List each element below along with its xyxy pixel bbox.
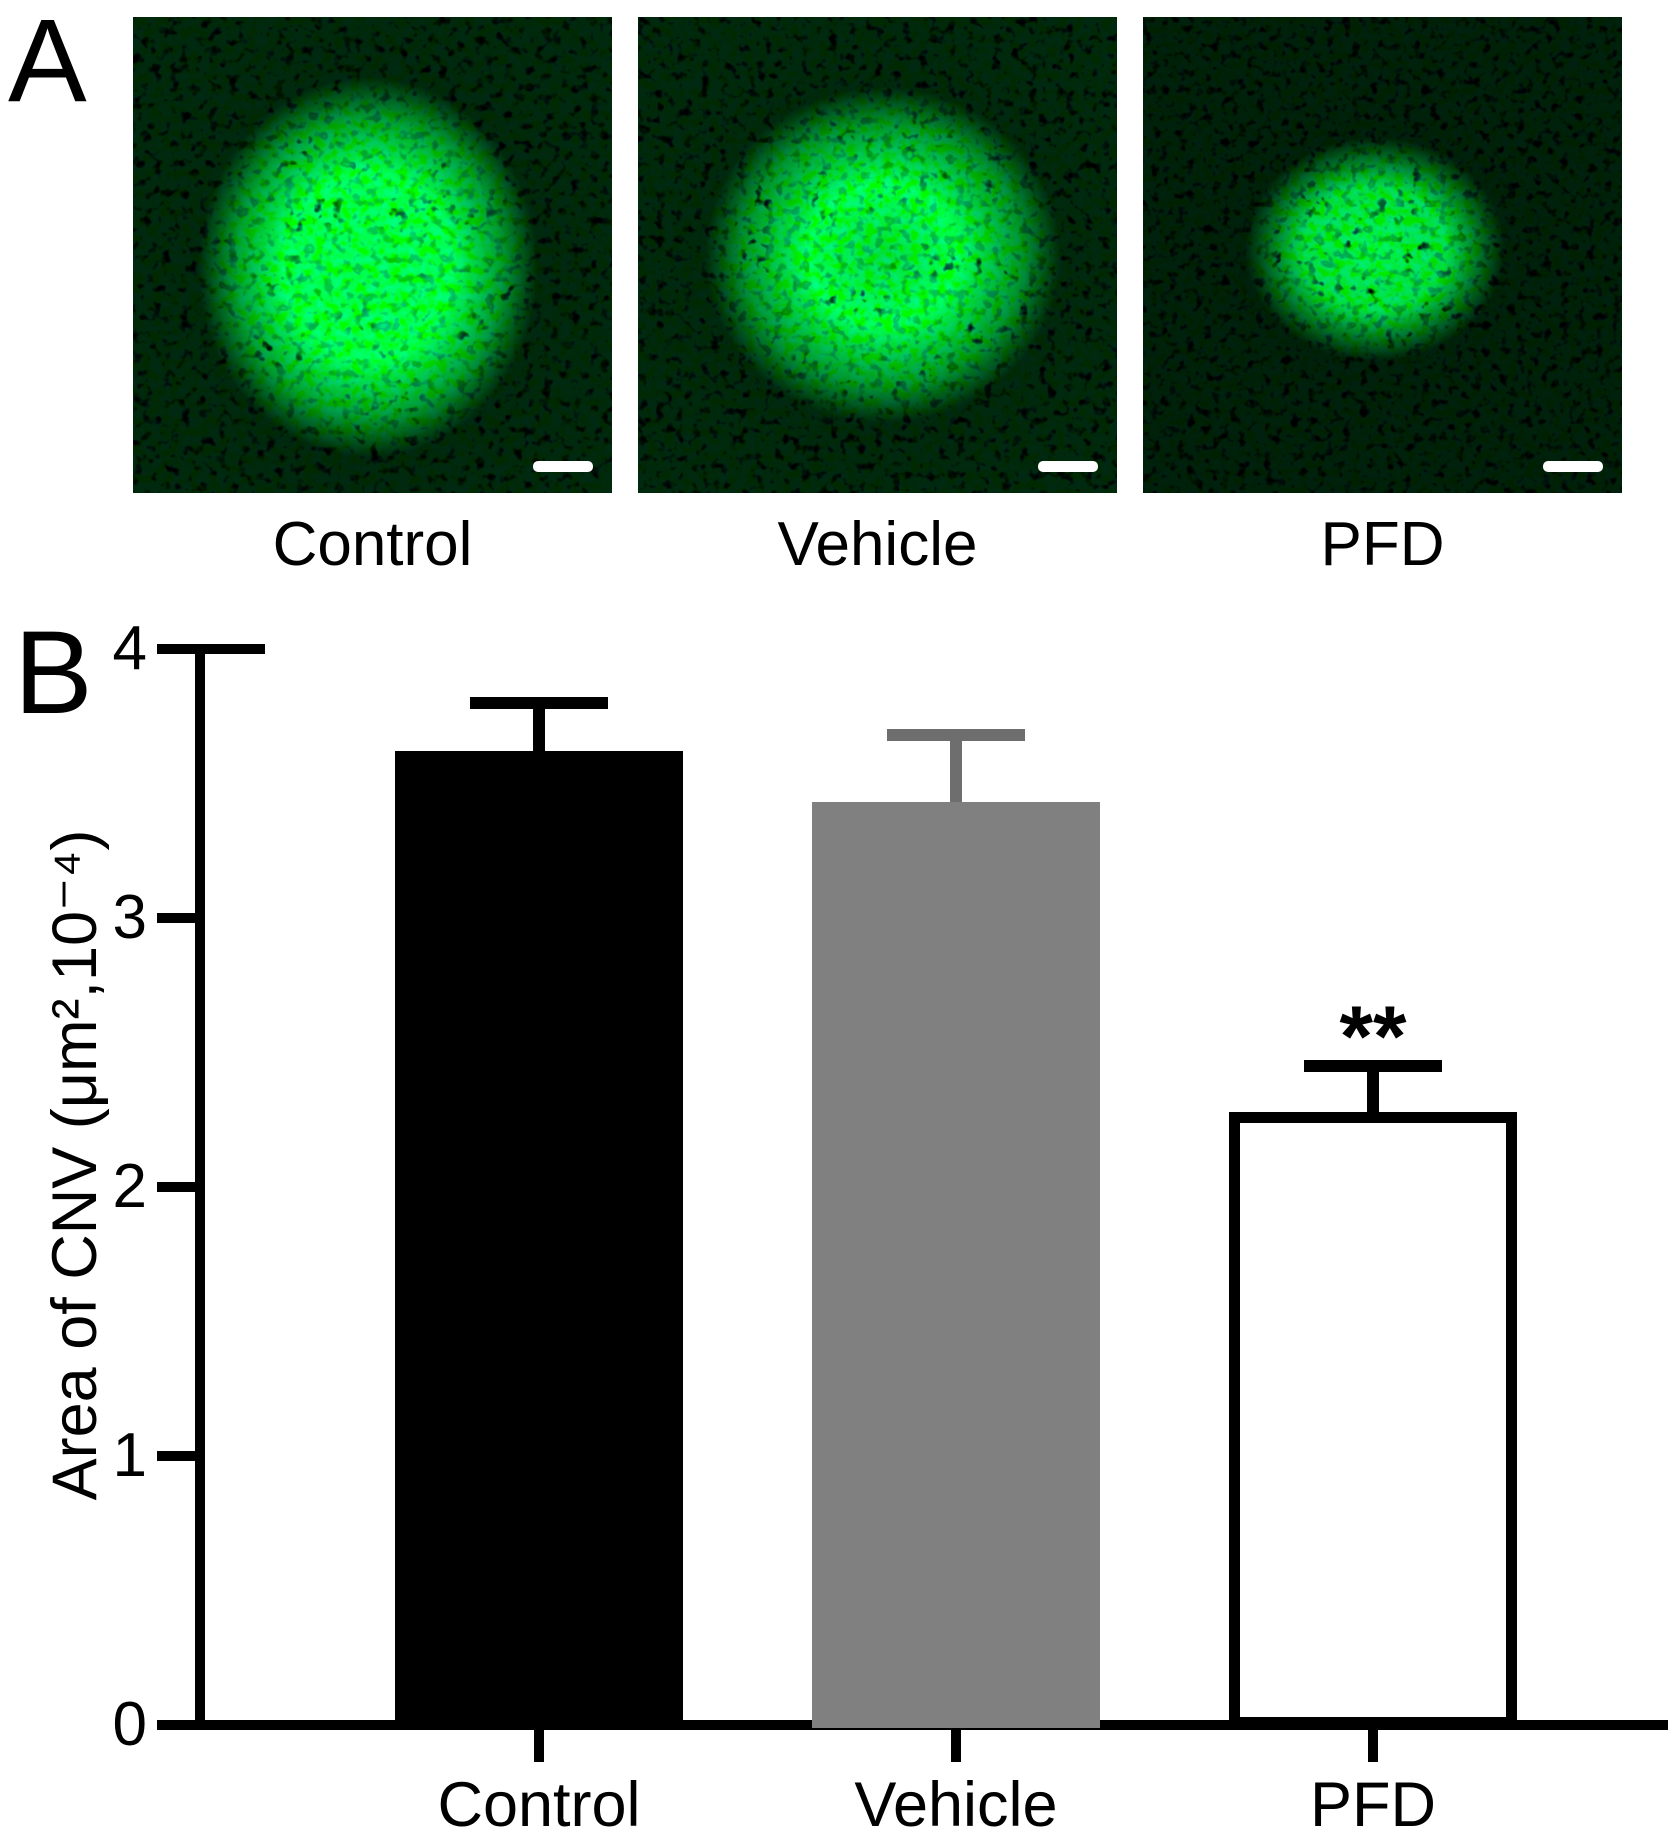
significance-mark-pfd: ** [1339, 988, 1407, 1085]
x-category-label-pfd: PFD [1310, 1770, 1436, 1840]
y-tick-3 [157, 913, 205, 923]
x-tick-vehicle [951, 1730, 961, 1762]
cnv-fluorescence-image-vehicle [638, 17, 1117, 493]
image-label-control: Control [272, 510, 473, 579]
error-bar-cap-vehicle [887, 729, 1025, 742]
panel-b-label: B [14, 607, 93, 739]
error-bar-stem-control [533, 702, 545, 763]
scale-bar [533, 461, 593, 472]
bar-pfd [1229, 1111, 1517, 1728]
fluorescence-render-pfd [1143, 17, 1622, 493]
bar-control [395, 751, 683, 1728]
error-bar-stem-vehicle [950, 735, 962, 814]
x-tick-pfd [1368, 1730, 1378, 1762]
y-tick-label-4: 4 [112, 614, 147, 683]
cnv-fluorescence-image-pfd [1143, 17, 1622, 493]
y-tick-label-2: 2 [112, 1152, 147, 1221]
cnv-fluorescence-image-control [133, 17, 612, 493]
image-label-pfd: PFD [1320, 510, 1445, 579]
x-tick-control [534, 1730, 544, 1762]
error-bar-cap-control [470, 696, 608, 709]
panel-a-label: A [8, 0, 87, 127]
error-bar-stem-pfd [1367, 1065, 1379, 1123]
fluorescence-render-control [133, 17, 612, 493]
y-tick-label-3: 3 [112, 883, 147, 952]
error-bar-cap-pfd [1304, 1059, 1442, 1072]
bar-vehicle [812, 802, 1100, 1728]
y-tick-4 [157, 644, 265, 654]
y-tick-label-1: 1 [112, 1421, 147, 1490]
y-tick-2 [157, 1182, 205, 1192]
y-tick-0 [157, 1720, 205, 1730]
image-label-vehicle: Vehicle [777, 510, 978, 579]
y-tick-label-0: 0 [112, 1690, 147, 1759]
fluorescence-render-vehicle [638, 17, 1117, 493]
x-category-label-vehicle: Vehicle [854, 1770, 1058, 1840]
x-category-label-control: Control [437, 1770, 641, 1840]
scale-bar [1543, 461, 1603, 472]
y-tick-1 [157, 1451, 205, 1461]
scale-bar [1038, 461, 1098, 472]
